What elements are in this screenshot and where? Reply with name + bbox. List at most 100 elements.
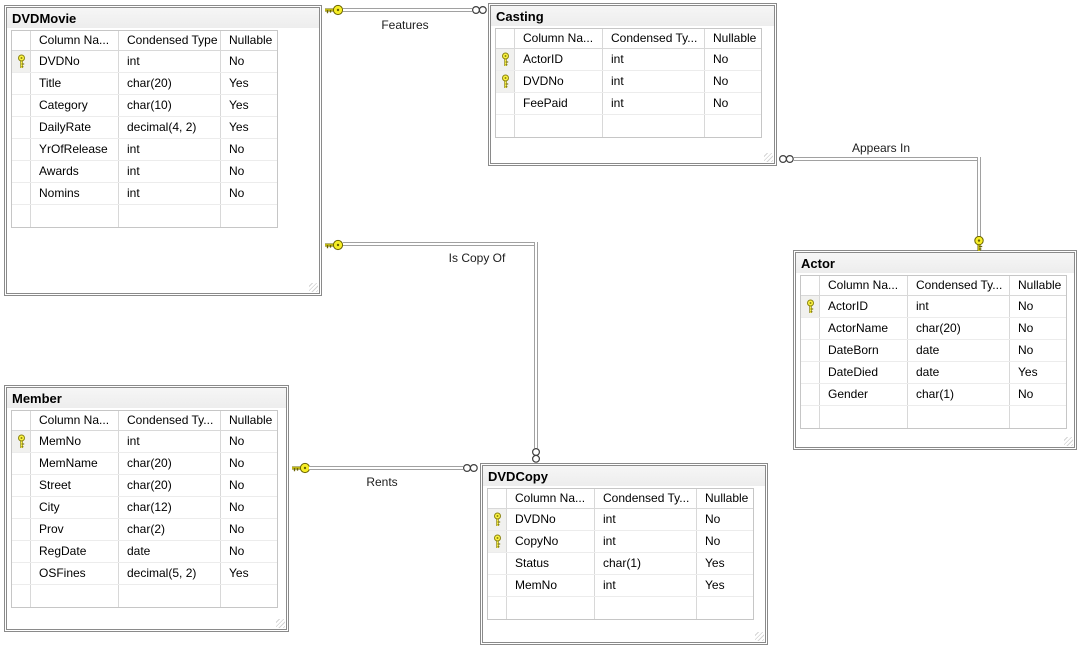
nullable-cell[interactable]: No — [1018, 321, 1034, 335]
table-row[interactable]: DVDNo int No — [12, 51, 277, 73]
row-selector-cell[interactable] — [801, 406, 820, 428]
condensed-type-cell[interactable]: decimal(4, 2) — [119, 117, 221, 138]
table-row[interactable]: MemNo int Yes — [488, 575, 753, 597]
table-row[interactable]: Prov char(2) No — [12, 519, 277, 541]
table-row[interactable]: MemNo int No — [12, 431, 277, 453]
many-side-infinity-icon[interactable] — [778, 154, 795, 164]
condensed-type-cell[interactable]: int — [119, 51, 221, 72]
row-selector-cell[interactable] — [488, 553, 507, 574]
table-title-bar[interactable]: DVDMovie — [7, 8, 319, 28]
column-name-cell[interactable]: FeePaid — [515, 93, 603, 114]
table-window-casting[interactable]: Casting Column Na... Condensed Ty... Nulla… — [488, 3, 777, 166]
table-row[interactable]: ActorName char(20) No — [801, 318, 1066, 340]
table-row[interactable]: City char(12) No — [12, 497, 277, 519]
column-name-cell[interactable]: MemNo — [31, 431, 119, 452]
condensed-type-cell[interactable]: char(20) — [119, 453, 221, 474]
condensed-type-cell[interactable]: int — [595, 575, 697, 596]
condensed-type-cell[interactable]: date — [119, 541, 221, 562]
row-selector-cell[interactable] — [496, 71, 515, 92]
table-row[interactable]: Nomins int No — [12, 183, 277, 205]
column-name-cell[interactable]: ActorName — [820, 318, 908, 339]
table-row[interactable] — [801, 406, 1066, 428]
column-name-cell[interactable]: Category — [31, 95, 119, 116]
table-row[interactable]: Category char(10) Yes — [12, 95, 277, 117]
row-selector-cell[interactable] — [12, 475, 31, 496]
column-name-cell[interactable] — [820, 406, 908, 428]
condensed-type-cell[interactable]: int — [908, 296, 1010, 317]
table-row[interactable]: Awards int No — [12, 161, 277, 183]
nullable-cell[interactable]: No — [229, 478, 245, 492]
column-name-cell[interactable]: Awards — [31, 161, 119, 182]
row-selector-cell[interactable] — [12, 563, 31, 584]
nullable-cell[interactable]: No — [1018, 343, 1034, 357]
column-name-cell[interactable]: Prov — [31, 519, 119, 540]
condensed-type-cell[interactable]: char(1) — [908, 384, 1010, 405]
nullable-cell[interactable] — [221, 585, 277, 607]
row-selector-cell[interactable] — [12, 117, 31, 138]
nullable-cell[interactable]: Yes — [229, 566, 249, 580]
table-row[interactable]: RegDate date No — [12, 541, 277, 563]
row-selector-cell[interactable] — [12, 453, 31, 474]
table-row[interactable]: DailyRate decimal(4, 2) Yes — [12, 117, 277, 139]
table-row[interactable]: MemName char(20) No — [12, 453, 277, 475]
nullable-cell[interactable]: No — [713, 96, 729, 110]
nullable-cell[interactable]: No — [229, 434, 245, 448]
column-name-cell[interactable]: YrOfRelease — [31, 139, 119, 160]
row-selector-cell[interactable] — [496, 93, 515, 114]
table-row[interactable]: DVDNo int No — [488, 509, 753, 531]
condensed-type-cell[interactable]: char(2) — [119, 519, 221, 540]
column-name-cell[interactable]: Title — [31, 73, 119, 94]
nullable-cell[interactable]: Yes — [705, 578, 725, 592]
column-name-cell[interactable] — [31, 585, 119, 607]
many-side-infinity-icon[interactable] — [531, 447, 541, 464]
column-name-cell[interactable]: DateBorn — [820, 340, 908, 361]
table-row[interactable]: ActorID int No — [801, 296, 1066, 318]
condensed-type-cell[interactable] — [908, 406, 1010, 428]
table-row[interactable] — [12, 585, 277, 607]
nullable-cell[interactable]: No — [229, 186, 245, 200]
one-side-key-icon[interactable] — [323, 4, 344, 16]
table-title-bar[interactable]: Casting — [491, 6, 774, 26]
relationship-line[interactable] — [343, 8, 472, 12]
condensed-type-cell[interactable]: date — [908, 362, 1010, 383]
nullable-cell[interactable]: Yes — [229, 98, 249, 112]
column-name-cell[interactable]: MemName — [31, 453, 119, 474]
nullable-cell[interactable] — [697, 597, 753, 619]
table-window-member[interactable]: Member Column Na... Condensed Ty... Nullab… — [4, 385, 289, 632]
condensed-type-cell[interactable]: int — [119, 431, 221, 452]
table-row[interactable]: FeePaid int No — [496, 93, 761, 115]
column-name-cell[interactable]: CopyNo — [507, 531, 595, 552]
nullable-cell[interactable]: No — [713, 74, 729, 88]
nullable-cell[interactable]: No — [1018, 299, 1034, 313]
column-name-cell[interactable]: MemNo — [507, 575, 595, 596]
row-selector-cell[interactable] — [12, 73, 31, 94]
table-row[interactable]: Title char(20) Yes — [12, 73, 277, 95]
nullable-cell[interactable]: No — [705, 534, 721, 548]
nullable-cell[interactable]: Yes — [229, 120, 249, 134]
column-name-cell[interactable]: Status — [507, 553, 595, 574]
column-name-cell[interactable]: DVDNo — [515, 71, 603, 92]
row-selector-cell[interactable] — [12, 205, 31, 227]
relationship-line[interactable] — [794, 157, 981, 161]
column-name-cell[interactable]: DateDied — [820, 362, 908, 383]
row-selector-cell[interactable] — [488, 575, 507, 596]
row-selector-cell[interactable] — [801, 340, 820, 361]
row-selector-cell[interactable] — [12, 585, 31, 607]
table-row[interactable]: DVDNo int No — [496, 71, 761, 93]
column-name-cell[interactable]: OSFines — [31, 563, 119, 584]
row-selector-cell[interactable] — [801, 296, 820, 317]
condensed-type-cell[interactable]: int — [119, 139, 221, 160]
row-selector-cell[interactable] — [801, 362, 820, 383]
column-name-cell[interactable]: Street — [31, 475, 119, 496]
nullable-cell[interactable] — [1010, 406, 1066, 428]
row-selector-cell[interactable] — [12, 497, 31, 518]
row-selector-cell[interactable] — [12, 139, 31, 160]
row-selector-cell[interactable] — [12, 541, 31, 562]
row-selector-cell[interactable] — [801, 384, 820, 405]
column-name-cell[interactable]: Gender — [820, 384, 908, 405]
row-selector-cell[interactable] — [488, 531, 507, 552]
row-selector-cell[interactable] — [12, 51, 31, 72]
condensed-type-cell[interactable] — [603, 115, 705, 137]
table-row[interactable] — [12, 205, 277, 227]
table-title-bar[interactable]: Member — [7, 388, 286, 408]
